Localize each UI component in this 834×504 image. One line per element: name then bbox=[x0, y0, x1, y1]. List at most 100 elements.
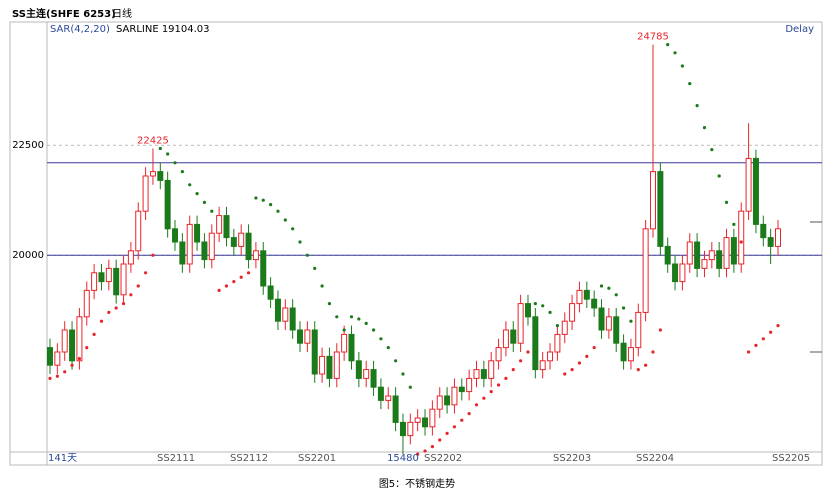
candle-body bbox=[760, 223, 767, 239]
candle-body bbox=[105, 267, 112, 283]
candle-body bbox=[230, 237, 237, 247]
indicator[interactable]: SAR(4,2,20) bbox=[50, 24, 110, 35]
contract-label: SS2202 bbox=[424, 453, 462, 464]
candle-body bbox=[708, 250, 715, 261]
candle-body bbox=[172, 228, 179, 243]
sar-dot bbox=[254, 196, 258, 200]
candle-body bbox=[583, 289, 590, 300]
sar-dot bbox=[202, 200, 207, 204]
candle-body bbox=[98, 272, 105, 283]
sar-dot bbox=[63, 370, 67, 374]
candle-body bbox=[444, 395, 451, 406]
candle-body bbox=[436, 395, 443, 410]
sar-dot bbox=[577, 361, 582, 365]
candle-body bbox=[716, 250, 723, 269]
candle-body bbox=[201, 241, 208, 261]
candle-body bbox=[392, 395, 399, 423]
candle-body bbox=[385, 395, 392, 401]
contract-label: SS2111 bbox=[157, 453, 195, 464]
period[interactable]: 日线 bbox=[112, 7, 132, 20]
sar-dot bbox=[298, 240, 302, 244]
sar-dot bbox=[99, 319, 104, 323]
sar-dot bbox=[769, 330, 773, 334]
candle-body bbox=[620, 342, 627, 362]
candle-body bbox=[576, 289, 583, 305]
candle-body bbox=[54, 351, 61, 366]
sar-dot bbox=[48, 376, 52, 380]
sar-dot bbox=[327, 302, 332, 306]
high-label: 22425 bbox=[137, 136, 169, 147]
candle-body bbox=[679, 263, 686, 283]
sar-dot bbox=[121, 302, 126, 306]
candle-body bbox=[547, 351, 554, 362]
candle-body bbox=[451, 386, 458, 406]
sar-dot bbox=[511, 368, 515, 372]
candle-body bbox=[186, 223, 193, 265]
contract-label: SS2205 bbox=[772, 453, 810, 464]
candle-body bbox=[649, 171, 656, 230]
candle-body bbox=[613, 316, 620, 344]
candle-body bbox=[642, 228, 649, 313]
candle-body bbox=[363, 369, 370, 379]
sar-dot bbox=[217, 288, 221, 292]
candle-body bbox=[407, 421, 414, 437]
sar-dot bbox=[445, 431, 449, 435]
candle-body bbox=[664, 245, 671, 265]
candle-body bbox=[47, 347, 53, 366]
sar-dot bbox=[313, 266, 317, 270]
sar-dot bbox=[423, 449, 427, 453]
sar-dot bbox=[371, 328, 376, 332]
candle-body bbox=[429, 408, 436, 428]
sar-dot bbox=[695, 104, 699, 108]
sar-dot bbox=[592, 346, 596, 350]
candle-body bbox=[142, 175, 149, 212]
candle-body bbox=[135, 210, 142, 252]
sar-dot bbox=[276, 209, 280, 213]
candle-body bbox=[745, 157, 752, 212]
sar-dot bbox=[77, 357, 82, 361]
sar-dot bbox=[335, 315, 339, 319]
candle-body bbox=[458, 386, 465, 393]
candle-body bbox=[510, 329, 517, 344]
sar-dot bbox=[467, 412, 471, 416]
candle-body bbox=[194, 223, 201, 243]
caption: 图5：不锈钢走势 bbox=[379, 477, 455, 490]
candle-body bbox=[83, 289, 90, 318]
candle-body bbox=[480, 369, 487, 379]
candle-body bbox=[414, 417, 421, 423]
candle-body bbox=[61, 329, 68, 353]
sar-dot bbox=[188, 183, 192, 187]
sar-dot bbox=[342, 328, 346, 332]
sar-dot bbox=[724, 200, 729, 204]
sar-dot bbox=[416, 452, 420, 456]
sar-dot bbox=[195, 192, 199, 196]
sar-dot bbox=[107, 310, 111, 314]
candle-body bbox=[730, 237, 737, 265]
candle-body bbox=[127, 250, 134, 265]
candle-body bbox=[245, 232, 252, 261]
sar-dot bbox=[621, 306, 626, 310]
sar-dot bbox=[85, 346, 89, 350]
sar-dot bbox=[710, 148, 714, 152]
candle-body bbox=[399, 421, 406, 437]
sar-dot bbox=[585, 354, 589, 358]
sar-dot bbox=[519, 359, 523, 363]
sar-dot bbox=[305, 253, 309, 257]
sar-dot bbox=[180, 170, 184, 174]
contract-label: SS2201 bbox=[298, 453, 336, 464]
sar-dot bbox=[430, 445, 434, 449]
candle-body bbox=[319, 355, 326, 375]
candle-body bbox=[252, 250, 259, 261]
candle-body bbox=[635, 311, 642, 349]
candle-body bbox=[120, 263, 127, 296]
sar-dot bbox=[239, 275, 243, 279]
candle-body bbox=[598, 307, 605, 331]
candle-body bbox=[495, 347, 502, 362]
candle-body bbox=[304, 329, 311, 344]
candle-body bbox=[532, 316, 539, 371]
high-label: 24785 bbox=[637, 32, 669, 43]
sar-dot bbox=[401, 372, 405, 376]
sar-dot bbox=[555, 324, 559, 328]
